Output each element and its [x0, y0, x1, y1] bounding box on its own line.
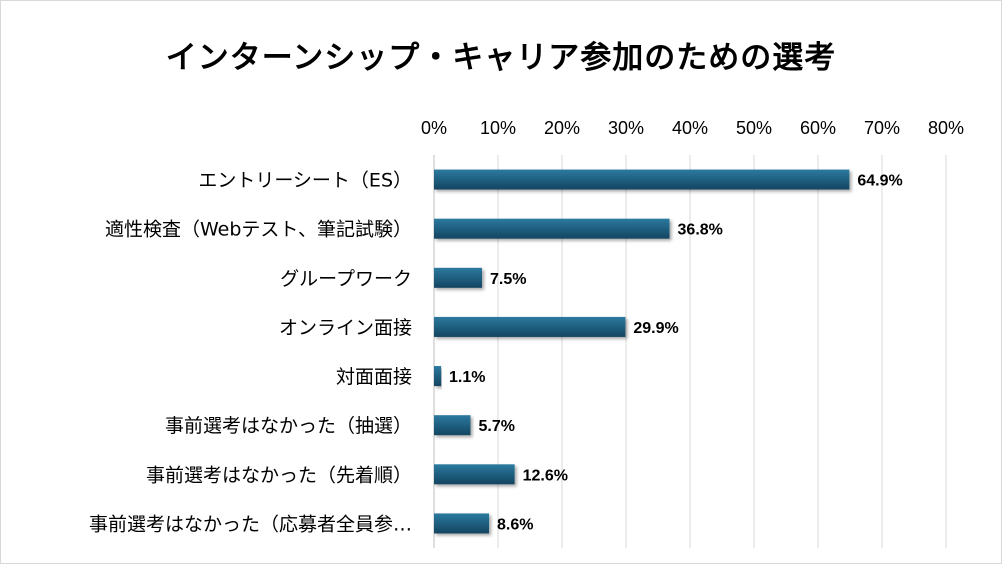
bar: [434, 169, 850, 190]
data-label: 1.1%: [449, 369, 485, 386]
category-label: エントリーシート（ES）: [198, 170, 412, 192]
x-tick-label: 40%: [672, 118, 708, 138]
bar: [434, 218, 670, 239]
bar: [434, 464, 515, 485]
data-label: 5.7%: [478, 418, 514, 435]
data-label: 7.5%: [490, 271, 526, 288]
data-label: 36.8%: [678, 222, 723, 239]
chart-title: インターンシップ・キャリア参加のための選考: [165, 40, 837, 76]
category-label: 対面面接: [336, 366, 412, 388]
bar: [434, 513, 490, 534]
bar: [434, 267, 482, 288]
x-tick-label: 20%: [544, 118, 580, 138]
x-tick-label: 30%: [608, 118, 644, 138]
x-tick-label: 70%: [864, 118, 900, 138]
data-label: 12.6%: [523, 467, 568, 484]
data-label: 8.6%: [497, 516, 533, 533]
x-tick-label: 0%: [421, 118, 447, 138]
data-labels: 64.9% 36.8% 7.5% 29.9% 1.1% 5.7% 12.6% 8.6%: [449, 173, 903, 534]
x-tick-label: 80%: [928, 118, 964, 138]
data-label: 29.9%: [633, 320, 678, 337]
data-label: 64.9%: [857, 173, 902, 190]
category-label: 事前選考はなかった（応募者全員参…: [89, 513, 412, 535]
x-tick-label: 60%: [800, 118, 836, 138]
bars: [434, 169, 850, 534]
category-label: 事前選考はなかった（抽選）: [165, 415, 412, 437]
category-label: 適性検査（Webテスト、筆記試験）: [105, 219, 412, 241]
bar: [434, 415, 471, 436]
category-label: 事前選考はなかった（先着順）: [146, 464, 412, 486]
x-axis-ticks: 0% 10% 20% 30% 40% 50% 60% 70% 80%: [421, 118, 964, 138]
category-label: オンライン面接: [279, 317, 412, 339]
gridlines: [433, 155, 947, 548]
bar: [434, 316, 626, 337]
x-tick-label: 10%: [480, 118, 516, 138]
category-label: グループワーク: [280, 268, 412, 290]
category-labels: エントリーシート（ES） 適性検査（Webテスト、筆記試験） グループワークオンライ…: [89, 170, 412, 536]
x-tick-label: 50%: [736, 118, 772, 138]
bar: [434, 366, 442, 387]
